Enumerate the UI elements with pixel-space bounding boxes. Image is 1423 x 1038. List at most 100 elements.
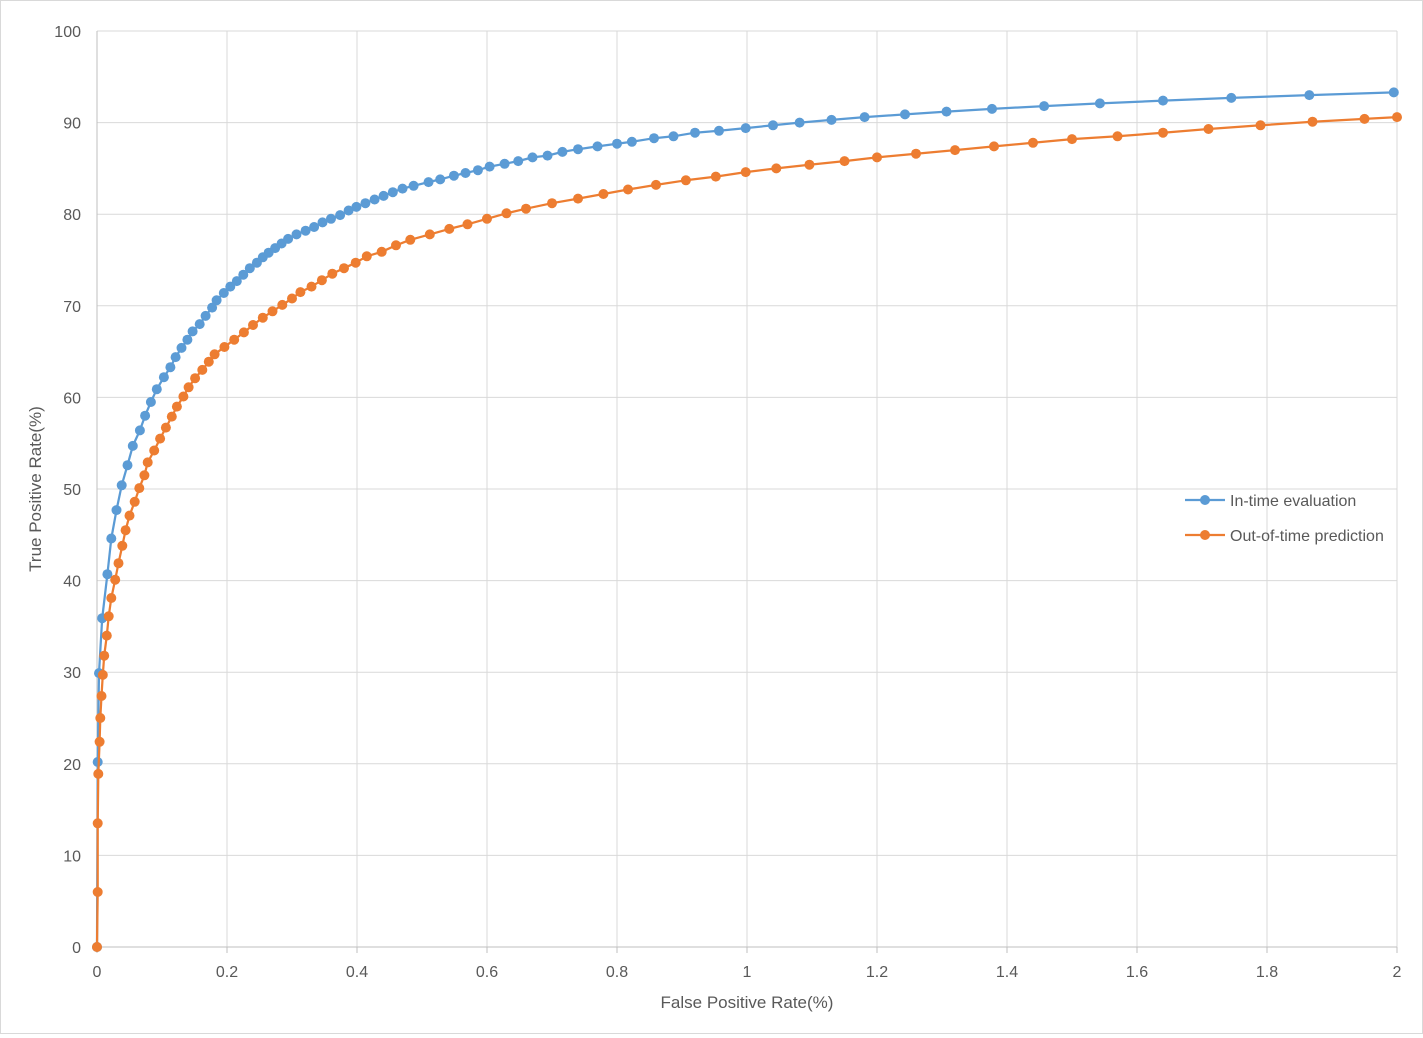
y-tick-label: 50 [63,482,81,499]
data-point [248,320,258,330]
data-point [165,362,176,373]
legend-marker [1200,495,1210,505]
data-point [1307,116,1318,127]
y-tick-label: 100 [54,24,81,41]
data-point [335,210,346,221]
data-point [911,148,921,159]
data-point [309,222,320,232]
data-point [94,736,105,747]
x-tick-label: 1 [743,964,752,981]
data-point [872,152,882,163]
y-tick-label: 60 [63,390,81,407]
data-point [397,183,408,194]
data-point [103,611,114,622]
data-point [97,669,108,680]
data-point [376,246,387,257]
data-point [92,942,102,952]
data-point [740,167,751,178]
data-point [170,352,181,363]
data-point [423,177,434,188]
data-point [200,310,211,321]
data-point [547,198,557,209]
data-point [209,349,220,360]
legend-item-1: In-time evaluation [1185,493,1356,510]
x-axis-title: False Positive Rate(%) [661,993,834,1012]
data-point [623,184,633,195]
data-point [361,251,372,262]
data-point [1392,112,1402,123]
y-axis-title: True Positive Rate(%) [26,406,45,572]
data-point [1158,127,1168,138]
data-point [626,136,637,147]
data-point [987,103,997,114]
data-point [350,257,361,268]
data-point [122,460,133,471]
x-tick-label: 1.8 [1256,964,1278,981]
data-point [158,372,169,383]
data-point [267,306,278,317]
x-tick-label: 0.4 [346,964,368,981]
data-point [542,150,553,161]
data-point [149,445,160,456]
data-point [139,470,150,481]
data-point [111,505,122,516]
data-point [859,112,870,123]
data-point [1388,87,1399,98]
data-point [187,326,198,337]
data-point [93,768,104,779]
data-point [462,219,473,230]
data-point [1203,124,1214,134]
data-point [472,165,483,176]
data-point [231,276,242,287]
data-point [592,141,603,152]
legend-label: Out-of-time prediction [1230,528,1384,545]
data-point [900,109,910,120]
data-point [110,574,121,585]
y-tick-label: 80 [63,207,81,224]
data-point [573,193,583,204]
series-2 [92,112,1402,952]
data-point [219,342,230,352]
data-point [257,312,268,323]
data-point [176,342,187,353]
data-point [238,269,249,280]
data-point [182,334,193,345]
data-point [1112,131,1123,142]
data-point [612,138,622,149]
data-point [484,161,495,172]
data-point [327,268,338,279]
data-point [1304,90,1315,101]
data-point [211,295,222,306]
data-point [102,569,113,580]
data-point [295,287,306,298]
y-tick-label: 20 [63,757,81,774]
data-point [1094,98,1105,109]
data-point [343,205,354,216]
series-1 [92,87,1399,952]
data-point [194,319,205,330]
x-tick-label: 1.6 [1126,964,1148,981]
data-point [300,225,311,236]
data-point [106,533,117,544]
data-point [140,410,151,421]
data-point [460,168,471,178]
data-point [351,201,362,212]
x-tick-label: 1.4 [996,964,1018,981]
series-layer [92,87,1402,952]
data-point [482,213,492,224]
x-tick-label: 0 [93,964,102,981]
data-point [207,302,218,313]
data-point [166,411,177,422]
data-point [513,156,524,167]
data-point [378,190,389,201]
legend-item-2: Out-of-time prediction [1185,528,1384,545]
data-point [113,558,124,569]
data-point [183,382,194,393]
data-point [714,125,724,136]
data-point [306,281,317,292]
y-tick-label: 90 [63,116,81,133]
x-tick-label: 1.2 [866,964,888,981]
data-point [771,163,782,174]
